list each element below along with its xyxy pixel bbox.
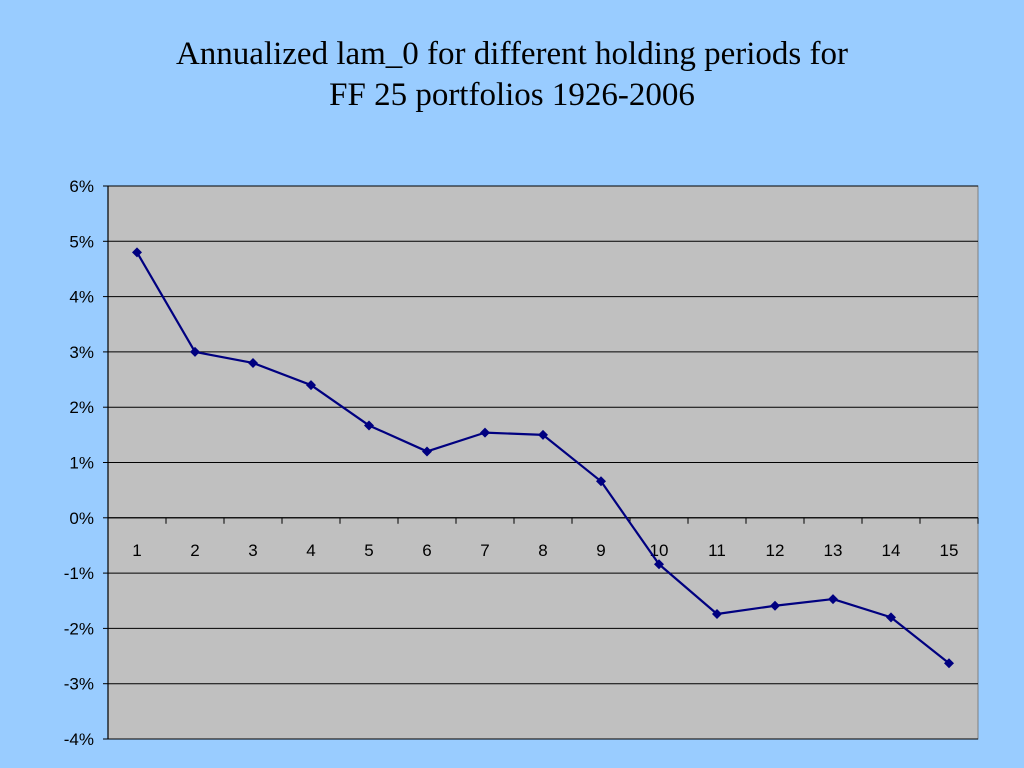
data-point xyxy=(828,594,838,605)
data-point xyxy=(596,476,606,487)
x-tick-label: 1 xyxy=(132,541,141,560)
x-tick-label: 4 xyxy=(306,541,315,560)
y-tick-label: -1% xyxy=(64,564,94,583)
x-tick-label: 9 xyxy=(596,541,605,560)
y-tick-label: 4% xyxy=(69,288,94,307)
data-point xyxy=(422,446,432,457)
data-point xyxy=(886,612,896,623)
data-point xyxy=(306,380,316,391)
y-tick-label: 2% xyxy=(69,398,94,417)
x-tick-label: 8 xyxy=(538,541,547,560)
y-tick-label: -3% xyxy=(64,675,94,694)
y-tick-label: 3% xyxy=(69,343,94,362)
data-point xyxy=(712,609,722,620)
y-tick-label: 6% xyxy=(69,177,94,196)
y-tick-label: 5% xyxy=(69,232,94,251)
x-tick-label: 3 xyxy=(248,541,257,560)
series-group xyxy=(132,247,954,669)
y-tick-labels: 6% 5% 4% 3% 2% 1% 0% -1% -2% -3% -4% xyxy=(64,177,94,749)
chart-title: Annualized lam_0 for different holding p… xyxy=(0,34,1024,116)
x-tick-label: 6 xyxy=(422,541,431,560)
x-tick-label: 10 xyxy=(650,541,669,560)
x-tick-label: 7 xyxy=(480,541,489,560)
x-tick-label: 12 xyxy=(766,541,785,560)
data-point xyxy=(538,429,548,440)
y-tick-label: -4% xyxy=(64,730,94,749)
data-point xyxy=(364,420,374,431)
x-tick-label: 15 xyxy=(940,541,959,560)
x-tick-label: 13 xyxy=(824,541,843,560)
x-tick-label: 2 xyxy=(190,541,199,560)
y-tick-label: 1% xyxy=(69,454,94,473)
data-point xyxy=(190,346,200,357)
data-point xyxy=(132,247,142,258)
title-line-1: Annualized lam_0 for different holding p… xyxy=(175,36,849,72)
data-point xyxy=(654,559,664,570)
axes xyxy=(103,185,979,740)
data-point xyxy=(944,658,954,669)
data-point xyxy=(248,357,258,368)
x-tick-label: 11 xyxy=(708,541,726,560)
x-tick-labels: 1 2 3 4 5 6 7 8 9 10 11 12 13 14 15 xyxy=(132,541,958,560)
x-tick-label: 14 xyxy=(882,541,901,560)
y-tick-label: 0% xyxy=(69,509,94,528)
data-point xyxy=(770,600,780,611)
data-point xyxy=(480,427,490,438)
title-line-2: FF 25 portfolios 1926-2006 xyxy=(329,77,695,113)
x-tick-label: 5 xyxy=(364,541,373,560)
y-tick-label: -2% xyxy=(64,619,94,638)
